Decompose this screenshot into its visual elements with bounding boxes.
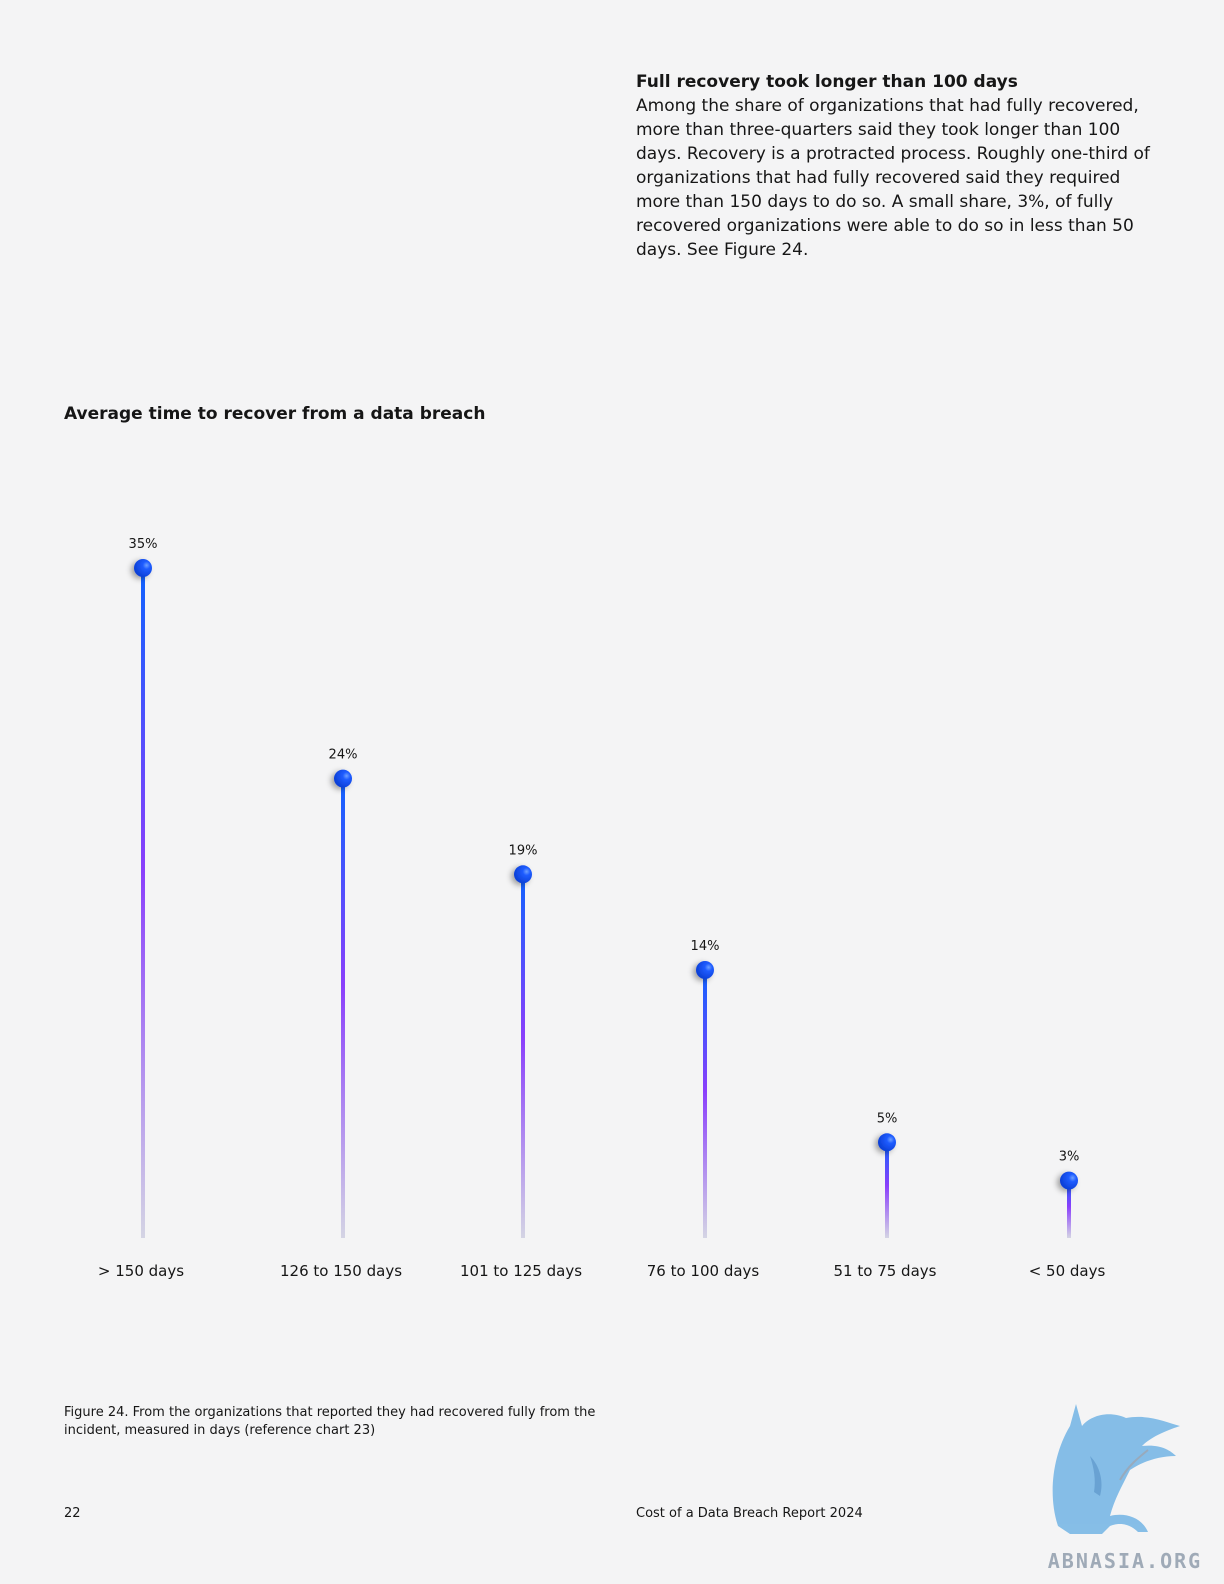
- lollipop-dot: [134, 559, 152, 577]
- data-label: 24%: [329, 748, 358, 763]
- data-label: 5%: [877, 1111, 898, 1126]
- lollipop-dot: [878, 1133, 896, 1152]
- lollipop-dot: [1060, 1171, 1078, 1190]
- data-label: 14%: [691, 939, 720, 954]
- page-number: 22: [64, 1506, 81, 1521]
- lollipop-stem: [885, 1142, 889, 1238]
- intro-body: Among the share of organizations that ha…: [636, 96, 1150, 260]
- report-title: Cost of a Data Breach Report 2024: [636, 1506, 863, 1521]
- category-label: < 50 days: [1029, 1262, 1106, 1280]
- lollipop-stem: [341, 778, 345, 1238]
- lollipop-stem: [703, 970, 707, 1238]
- data-label: 35%: [129, 537, 158, 552]
- category-label: 76 to 100 days: [647, 1262, 760, 1280]
- category-label: 101 to 125 days: [460, 1262, 582, 1280]
- data-label: 3%: [1059, 1150, 1080, 1165]
- chart-title: Average time to recover from a data brea…: [64, 404, 486, 424]
- lollipop-dot: [696, 961, 714, 979]
- category-label: 126 to 150 days: [280, 1262, 402, 1280]
- lollipop-stem: [141, 568, 145, 1238]
- data-label: 19%: [509, 843, 538, 858]
- watermark-text: ABNASIA.ORG: [1048, 1549, 1202, 1573]
- griffin-logo-icon: ABNASIA.ORG: [1048, 1404, 1202, 1573]
- category-label: 51 to 75 days: [834, 1262, 937, 1280]
- category-label: > 150 days: [98, 1262, 184, 1280]
- lollipop-chart: 35% > 150 days 24% 126 to 150 days 19% 101 to…: [98, 537, 1106, 1280]
- lollipop-stem: [521, 874, 525, 1238]
- lollipop-dot: [334, 769, 352, 788]
- lollipop-stem: [1067, 1180, 1071, 1238]
- figure-caption: Figure 24. From the organizations that r…: [64, 1405, 596, 1438]
- intro-section: Full recovery took longer than 100 days …: [636, 70, 1156, 262]
- lollipop-dot: [514, 865, 532, 884]
- intro-heading: Full recovery took longer than 100 days: [636, 72, 1018, 92]
